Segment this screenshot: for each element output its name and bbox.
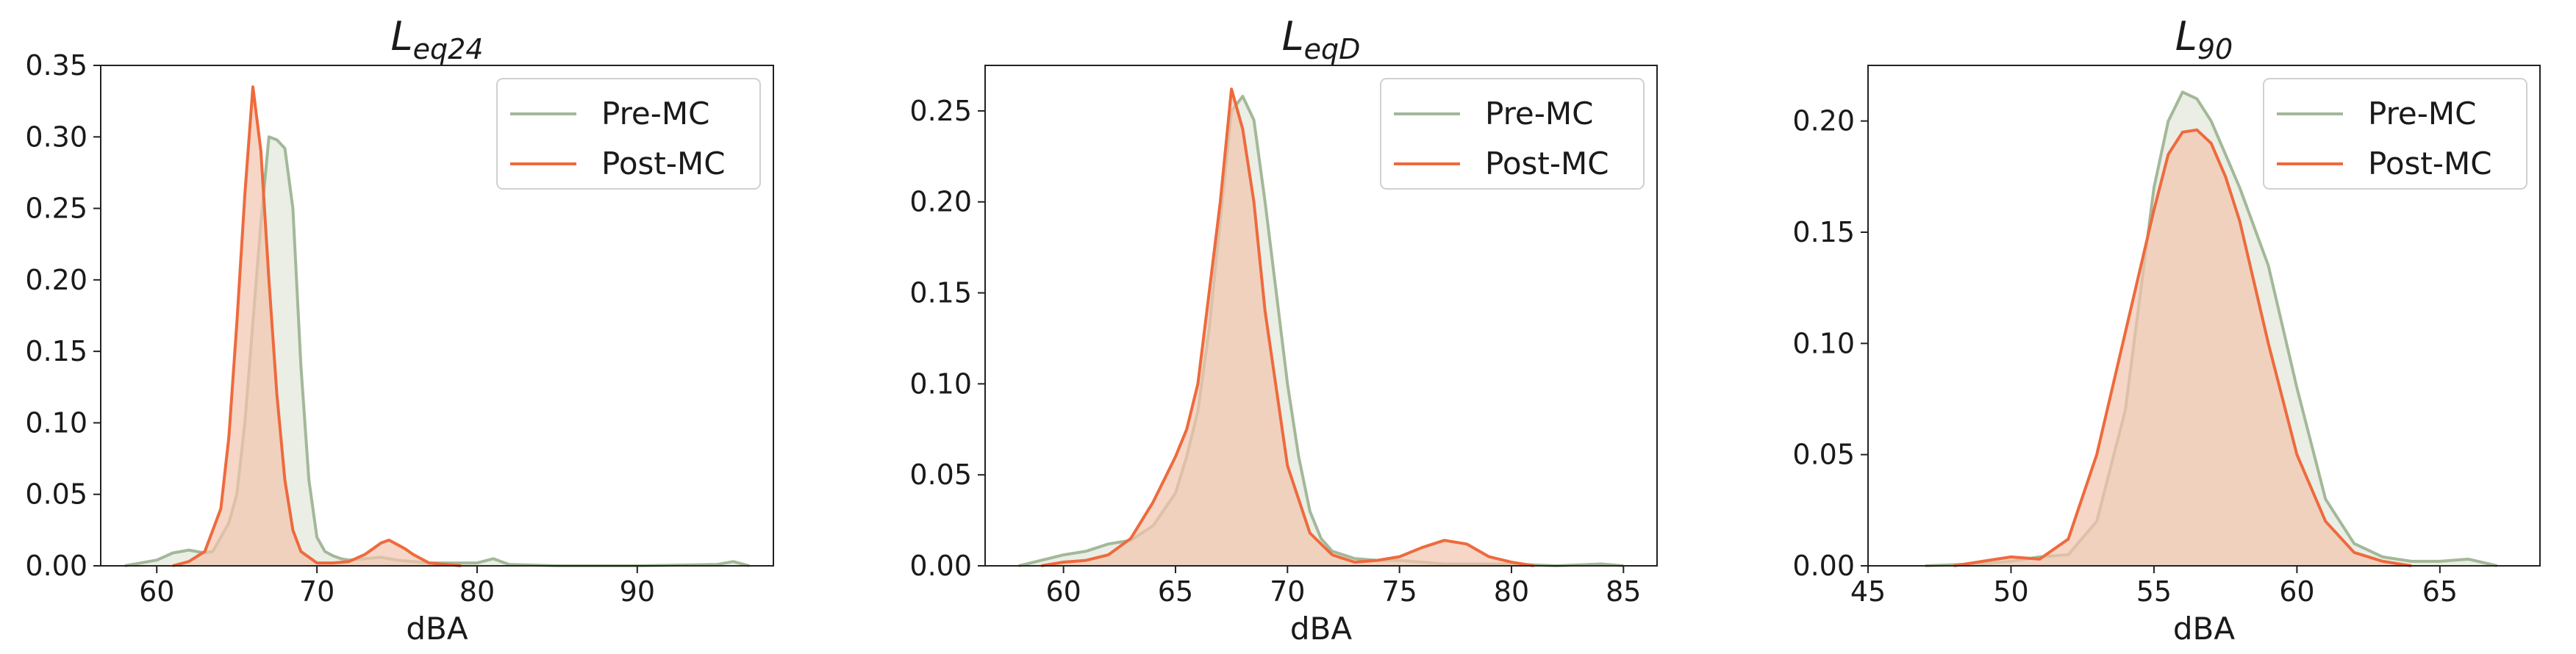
y-tick-label: 0.05 (1792, 439, 1855, 471)
y-tick-label: 0.10 (909, 367, 972, 400)
y-tick-label: 0.25 (909, 95, 972, 127)
legend-box (496, 78, 761, 190)
y-tick-label: 0.20 (25, 264, 87, 296)
legend-label-pre-mc: Pre-MC (1485, 96, 1594, 132)
legend: Pre-MC Post-MC (496, 78, 761, 190)
x-axis-label: dBA (1290, 611, 1352, 647)
y-tick-label: 0.35 (25, 49, 87, 82)
x-axis-label: dBA (2173, 611, 2235, 647)
y-tick-label: 0.00 (25, 550, 87, 582)
x-tick-label: 70 (1270, 575, 1305, 608)
y-tick-label: 0.00 (1792, 550, 1855, 582)
x-tick-label: 85 (1606, 575, 1641, 608)
x-tick-label: 55 (2136, 575, 2172, 608)
y-tick-label: 0.20 (909, 186, 972, 218)
legend-box (2263, 78, 2527, 190)
series-line-post-mc (1040, 87, 1534, 567)
y-tick-label: 0.10 (1792, 327, 1855, 359)
x-tick-label: 60 (139, 575, 174, 608)
legend-label-pre-mc: Pre-MC (601, 96, 710, 132)
axes-frame (984, 65, 1658, 567)
series-area-post-mc (1041, 89, 1534, 566)
y-tick-label: 0.25 (25, 193, 87, 225)
subplot-title: LeqD (1282, 13, 1361, 65)
legend: Pre-MC Post-MC (1380, 78, 1645, 190)
x-tick-label: 90 (620, 575, 655, 608)
legend: Pre-MC Post-MC (2263, 78, 2527, 190)
x-tick-label: 70 (299, 575, 334, 608)
legend-label-pre-mc: Pre-MC (2368, 96, 2477, 132)
legend-box (1380, 78, 1645, 190)
x-tick-label: 45 (1850, 575, 1886, 608)
legend-label-post-mc: Post-MC (2368, 145, 2492, 182)
x-tick-label: 80 (459, 575, 495, 608)
y-tick-label: 0.05 (909, 459, 972, 491)
x-tick-label: 80 (1494, 575, 1529, 608)
title-subscript: 90 (2197, 33, 2233, 65)
x-tick-label: 60 (2279, 575, 2314, 608)
axes-frame (1867, 65, 2541, 567)
subplot-1: 60 70 80 90 0.00 0.05 0.10 0.15 0.20 0.25 0.30 0.35… (25, 13, 774, 647)
legend-label-post-mc: Post-MC (601, 145, 726, 182)
y-tick-label: 0.15 (1792, 216, 1855, 248)
title-main: L (2175, 13, 2197, 60)
series-line-post-mc (172, 85, 462, 567)
subplot-title: Leq24 (391, 13, 484, 65)
series-area-pre-mc (124, 137, 750, 567)
y-tick-label: 0.20 (1792, 105, 1855, 137)
y-tick-label: 0.05 (25, 478, 87, 511)
series-line-pre-mc (124, 135, 750, 567)
y-tick-label: 0.30 (25, 121, 87, 153)
legend-label-post-mc: Post-MC (1485, 145, 1609, 182)
title-main: L (391, 13, 413, 60)
series-area-post-mc (1953, 129, 2411, 567)
title-subscript: eqD (1304, 33, 1361, 65)
subplot-2: 60 65 70 75 80 85 0.00 0.05 0.10 0.15 0.20 0.25 dBA L… (909, 13, 1658, 647)
subplot-3: 45 50 55 60 65 0.00 0.05 0.10 0.15 0.20 dBA L90 Pre-… (1792, 13, 2541, 647)
y-tick-label: 0.10 (25, 406, 87, 439)
x-tick-label: 50 (1993, 575, 2028, 608)
y-tick-label: 0.15 (909, 277, 972, 309)
x-tick-label: 75 (1381, 575, 1417, 608)
x-tick-label: 65 (2422, 575, 2458, 608)
subplot-title: L90 (2175, 13, 2233, 65)
title-main: L (1282, 13, 1304, 60)
series-line-post-mc (1953, 128, 2412, 567)
x-tick-label: 65 (1158, 575, 1193, 608)
y-tick-label: 0.00 (909, 550, 972, 582)
x-tick-label: 60 (1045, 575, 1081, 608)
y-tick-label: 0.15 (25, 335, 87, 367)
series-area-post-mc (173, 87, 462, 566)
title-subscript: eq24 (413, 33, 484, 65)
axes-frame (100, 65, 774, 567)
x-axis-label: dBA (406, 611, 468, 647)
